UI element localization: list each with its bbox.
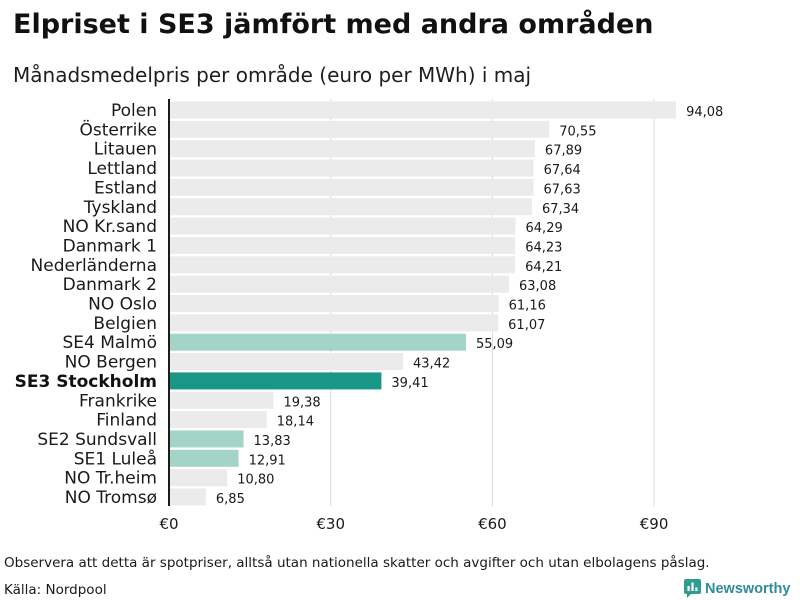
category-label: Frankrike xyxy=(79,391,157,411)
bar xyxy=(169,353,404,371)
footer-note: Observera att detta är spotpriser, allts… xyxy=(4,555,710,571)
category-label: Finland xyxy=(96,411,157,431)
bar xyxy=(169,469,228,487)
value-label: 67,89 xyxy=(545,144,582,159)
value-label: 64,29 xyxy=(526,221,563,236)
bar xyxy=(169,236,516,254)
newsworthy-logo-icon xyxy=(684,579,701,598)
chart-title: Elpriset i SE3 jämfört med andra områden xyxy=(13,9,654,40)
bar xyxy=(169,430,244,448)
category-label: Litauen xyxy=(94,140,157,160)
value-label: 18,14 xyxy=(277,415,314,430)
bar xyxy=(169,140,535,158)
category-label: SE3 Stockholm xyxy=(15,372,157,392)
bar xyxy=(169,101,677,119)
value-label: 70,55 xyxy=(559,124,596,139)
value-label: 6,85 xyxy=(216,492,245,507)
bar xyxy=(169,275,509,293)
category-label: SE2 Sundsvall xyxy=(37,430,157,450)
category-label: Danmark 1 xyxy=(63,236,157,256)
value-label: 43,42 xyxy=(413,357,450,372)
category-label: Estland xyxy=(94,178,157,198)
value-label: 39,41 xyxy=(391,376,428,391)
bar xyxy=(169,120,550,138)
logo-text: Newsworthy xyxy=(705,580,791,597)
value-label: 63,08 xyxy=(519,279,556,294)
bar xyxy=(169,411,267,429)
bar xyxy=(169,391,274,409)
bar xyxy=(169,488,206,506)
x-tick-label: €90 xyxy=(640,515,669,533)
category-label: Lettland xyxy=(87,159,157,179)
category-label: Österrike xyxy=(80,118,157,140)
value-label: 61,16 xyxy=(509,299,546,314)
category-label: NO Oslo xyxy=(88,295,157,315)
category-label: NO Tr.heim xyxy=(64,469,157,489)
category-label: NO Tromsø xyxy=(65,488,157,508)
category-label: Tyskland xyxy=(83,198,157,218)
bar xyxy=(169,295,499,312)
value-label: 10,80 xyxy=(237,473,274,488)
value-label: 19,38 xyxy=(283,395,320,410)
value-label: 67,64 xyxy=(544,163,581,178)
value-label: 64,21 xyxy=(525,260,562,275)
category-label: Polen xyxy=(111,101,157,121)
bar-chart: Polen 94,08 Österrike 70,55 Litauen 67,89 Lett… xyxy=(15,99,723,533)
x-tick-label: €60 xyxy=(478,515,507,533)
value-label: 13,83 xyxy=(254,434,291,449)
value-label: 12,91 xyxy=(249,453,286,468)
category-label: NO Kr.sand xyxy=(63,217,157,237)
x-tick-label: €0 xyxy=(159,515,178,533)
chart-subtitle: Månadsmedelpris per område (euro per MWh… xyxy=(13,63,532,87)
bar xyxy=(169,198,532,216)
bar xyxy=(169,217,516,235)
value-label: 61,07 xyxy=(508,318,545,333)
category-label: Nederländerna xyxy=(31,256,157,276)
bar xyxy=(169,449,239,467)
newsworthy-logo: Newsworthy xyxy=(684,579,790,598)
category-label: Belgien xyxy=(93,314,157,334)
bar xyxy=(169,178,534,196)
bar xyxy=(169,314,499,332)
bar xyxy=(169,372,382,390)
bar xyxy=(169,159,534,177)
value-label: 55,09 xyxy=(476,337,513,352)
bar xyxy=(169,256,516,274)
value-label: 67,63 xyxy=(544,182,581,197)
value-label: 94,08 xyxy=(686,105,723,120)
value-label: 67,34 xyxy=(542,202,579,217)
x-tick-label: €30 xyxy=(316,515,345,533)
category-label: SE1 Luleå xyxy=(74,448,157,469)
category-label: SE4 Malmö xyxy=(62,333,157,353)
value-label: 64,23 xyxy=(525,240,562,255)
bar xyxy=(169,333,466,351)
source-credit: Källa: Nordpool xyxy=(4,582,107,598)
category-label: Danmark 2 xyxy=(63,275,157,295)
category-label: NO Bergen xyxy=(65,353,157,373)
